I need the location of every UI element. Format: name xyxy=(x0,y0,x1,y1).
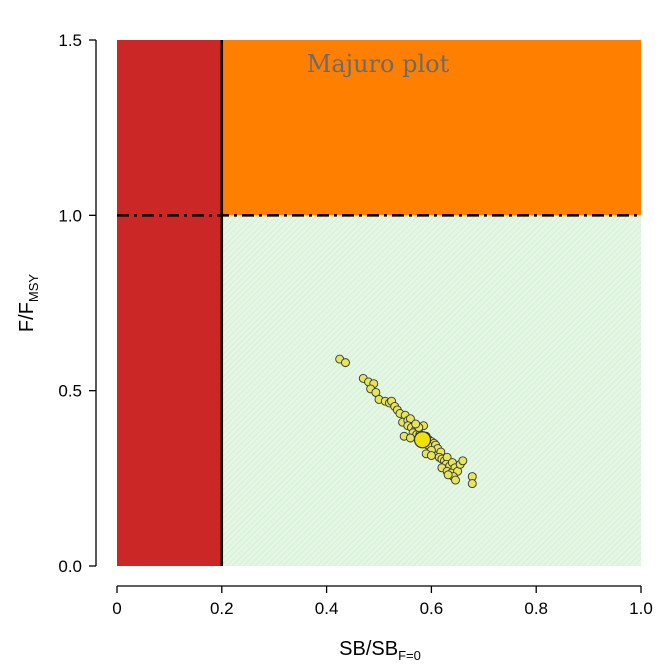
region-safe xyxy=(221,215,642,567)
x-tick-label: 0.4 xyxy=(315,599,339,618)
y-tick-label: 0.0 xyxy=(58,557,82,576)
y-tick-label: 1.5 xyxy=(58,31,82,50)
data-point xyxy=(443,470,453,480)
x-tick-label: 0 xyxy=(112,599,121,618)
x-tick-label: 0.8 xyxy=(524,599,548,618)
points-layer xyxy=(335,354,477,489)
x-tick-label: 0.2 xyxy=(210,599,234,618)
reference-lines xyxy=(117,40,641,566)
regions-layer xyxy=(117,40,642,567)
data-point xyxy=(451,475,460,485)
x-axis-title: SB/SBF=0 xyxy=(339,638,421,663)
y-axis-title-sub: MSY xyxy=(26,274,41,303)
data-point xyxy=(467,479,477,489)
highlight-point xyxy=(413,431,432,449)
x-axis-title-sub: F=0 xyxy=(398,648,421,663)
x-tick-label: 0.6 xyxy=(420,599,444,618)
region-overfishing xyxy=(221,40,642,216)
x-axis-title-main: SB/SB xyxy=(339,638,398,660)
axes-layer: 0 0.2 0.4 0.6 0.8 1.0 0.0 0.5 1.0 1.5 xyxy=(58,31,652,618)
data-point xyxy=(411,419,421,429)
region-below-limit xyxy=(117,40,222,566)
data-point xyxy=(458,456,468,466)
y-axis-title-main: F/F xyxy=(16,302,38,332)
y-tick-label: 1.0 xyxy=(58,206,82,225)
data-point xyxy=(426,451,436,460)
y-tick-label: 0.5 xyxy=(58,382,82,401)
chart-title: Majuro plot xyxy=(307,50,450,78)
y-axis-title: F/FMSY xyxy=(16,274,41,333)
data-point xyxy=(405,433,415,443)
x-tick-label: 1.0 xyxy=(629,599,653,618)
data-point xyxy=(341,358,350,368)
